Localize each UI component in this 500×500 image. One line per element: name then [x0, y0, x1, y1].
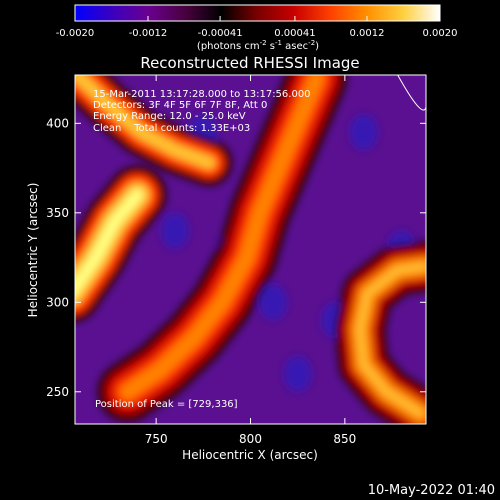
central-loop-core: [119, 75, 325, 400]
info-line-time: 15-Mar-2011 13:17:28.000 to 13:17:56.000: [93, 89, 311, 100]
y-tick-label: 350: [46, 206, 69, 220]
y-axis-label: Heliocentric Y (arcsec): [26, 183, 40, 318]
colorbar-tick-label: -0.0020: [56, 28, 95, 39]
x-tick-label: 750: [145, 432, 168, 446]
colorbar-strip: [74, 4, 441, 22]
colorbar-tick-label: 0.0012: [350, 28, 385, 39]
x-axis-ticks: 750 800 850: [145, 75, 356, 446]
background-patch: [259, 284, 288, 321]
colorbar-ticks: -0.0020 -0.0012 -0.00041 0.00041 0.0012 0.002…: [56, 16, 458, 39]
upper-arc-core: [75, 75, 216, 170]
background-patch: [161, 212, 190, 249]
info-block: 15-Mar-2011 13:17:28.000 to 13:17:56.000…: [93, 89, 311, 134]
peak-position-label: Position of Peak = [729,336]: [95, 399, 238, 410]
colorbar-tick-label: 0.0020: [423, 28, 458, 39]
colorbar-tick-label: -0.0012: [129, 28, 168, 39]
background-patch: [349, 114, 378, 151]
info-line-detectors: Detectors: 3F 4F 5F 6F 7F 8F, Att 0: [93, 100, 267, 111]
left-source-core: [75, 188, 144, 298]
x-tick-label: 800: [239, 432, 262, 446]
info-line-energy: Energy Range: 12.0 - 25.0 keV: [93, 111, 246, 122]
plot-area: 750 800 850 250 300 350 400 15-Mar-2011 13:17…: [46, 74, 427, 446]
heatmap-image: [75, 75, 426, 424]
y-tick-label: 300: [46, 295, 69, 309]
solar-limb-curve: [397, 75, 426, 111]
colorbar: -0.0020 -0.0012 -0.00041 0.00041 0.0012 0.002…: [56, 4, 458, 52]
y-tick-label: 400: [46, 116, 69, 130]
x-tick-label: 850: [333, 432, 356, 446]
info-line-clean: Clean Total counts: 1.33E+03: [93, 123, 250, 134]
background-patch: [283, 355, 312, 392]
y-tick-label: 250: [46, 385, 69, 399]
right-arc-core: [356, 262, 426, 418]
footer-date: 10-May-2022 01:40: [368, 483, 495, 498]
x-axis-label: Heliocentric X (arcsec): [182, 448, 318, 462]
colorbar-tick-label: 0.00041: [274, 28, 315, 39]
chart-title: Reconstructed RHESSI Image: [140, 54, 359, 72]
colorbar-tick-label: -0.00041: [198, 28, 243, 39]
y-axis-ticks: 250 300 350 400: [46, 116, 426, 399]
colorbar-unit-label: (photons cm-2 s-1 asec-2): [197, 39, 319, 52]
